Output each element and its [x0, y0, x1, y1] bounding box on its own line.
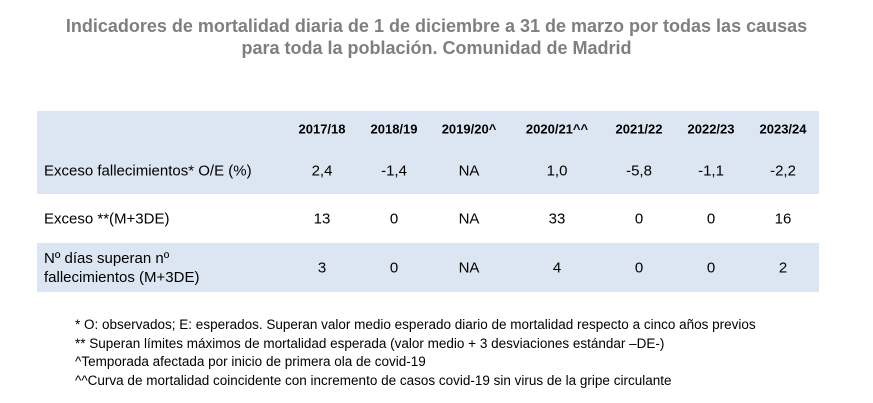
column-header: 2021/22: [615, 121, 663, 137]
table-cell: 0: [389, 210, 399, 227]
row-label-line: Nº días superan nº: [44, 249, 170, 267]
title-line: para toda la población. Comunidad de Mad…: [241, 38, 632, 58]
table-cell: NA: [458, 162, 480, 179]
row-background: [37, 243, 819, 292]
row-label-line: fallecimientos (M+3DE): [44, 268, 200, 286]
column-header: 2018/19: [370, 121, 418, 137]
row-background: [37, 111, 819, 147]
column-header: 2023/24: [759, 121, 807, 137]
footnote: ^^Curva de mortalidad coincidente con in…: [75, 372, 672, 388]
column-header: 2022/23: [687, 121, 735, 137]
table-cell: NA: [458, 259, 480, 276]
table-cell: 0: [634, 210, 644, 227]
table-cell: NA: [458, 210, 480, 227]
table-cell: 0: [706, 259, 716, 276]
column-header: 2020/21^^: [525, 121, 589, 137]
table-cell: 4: [552, 259, 562, 276]
table-cell: -1,1: [698, 162, 724, 179]
table-cell: -2,2: [770, 162, 796, 179]
table-cell: 2,4: [311, 162, 333, 179]
table-cell: 33: [548, 210, 566, 227]
row-label: Exceso fallecimientos* O/E (%): [44, 161, 252, 180]
table-cell: 16: [774, 210, 792, 227]
table-cell: 0: [634, 259, 644, 276]
column-header: 2019/20^: [441, 121, 497, 137]
row-label: Nº días superan nº fallecimientos (M+3DE): [44, 249, 199, 287]
footnote: * O: observados; E: esperados. Superan v…: [75, 317, 756, 332]
row-label-line: Exceso fallecimientos* O/E (%): [44, 162, 252, 179]
table-cell: 0: [706, 210, 716, 227]
row-background: [37, 147, 819, 194]
footnote: ^Temporada afectada por inicio de primer…: [75, 354, 426, 369]
column-header: 2017/18: [298, 121, 346, 137]
table-cell: 13: [313, 210, 331, 227]
row-label-line: Exceso **(M+3DE): [44, 210, 170, 227]
table-cell: 1,0: [546, 162, 568, 179]
footnote: ** Superan límites máximos de mortalidad…: [75, 335, 665, 351]
title-line: Indicadores de mortalidad diaria de 1 de…: [65, 16, 808, 36]
table-cell: 3: [317, 259, 327, 276]
table-cell: -1,4: [381, 162, 407, 179]
table-cell: 2: [778, 259, 788, 276]
row-background: [37, 194, 819, 243]
row-label: Exceso **(M+3DE): [44, 209, 169, 228]
table-cell: 0: [389, 259, 399, 276]
table-cell: -5,8: [626, 162, 652, 179]
